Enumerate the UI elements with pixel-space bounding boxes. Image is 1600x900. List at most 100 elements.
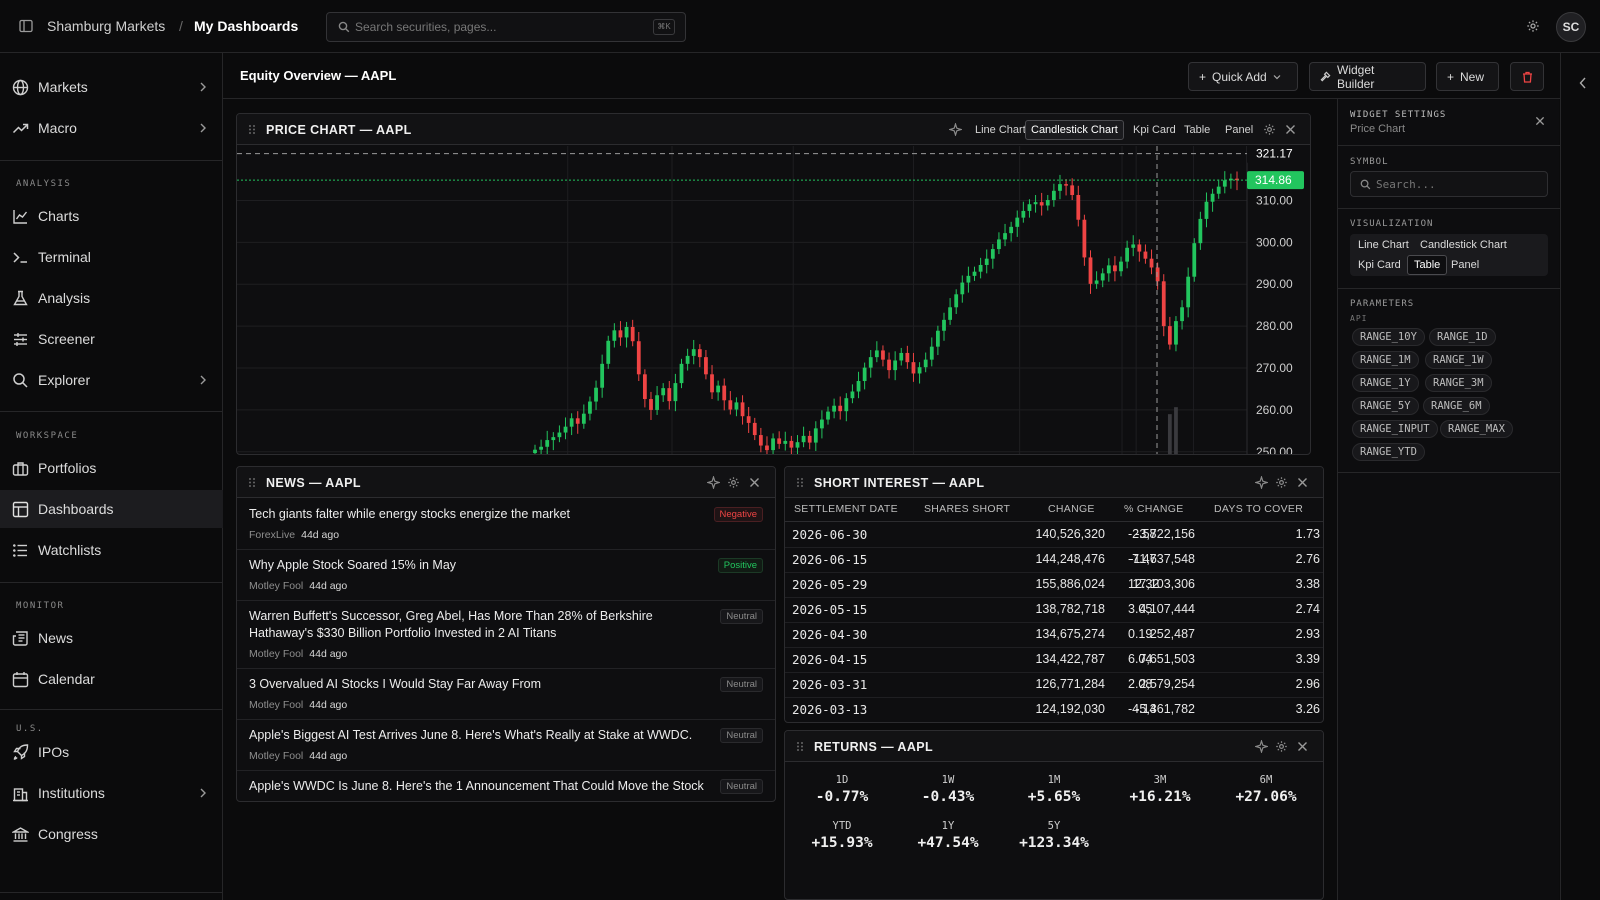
param-chip[interactable]: RANGE_MAX [1440,420,1513,438]
viz-option-kpi-card[interactable]: Kpi Card [1358,259,1401,271]
widget-builder-button[interactable]: Widget Builder [1309,62,1426,91]
tab-table[interactable]: Table [1184,124,1211,136]
column-header-change[interactable]: CHANGE [1048,503,1095,515]
news-age: 44d ago [309,750,348,762]
news-title[interactable]: Apple's Biggest AI Test Arrives June 8. … [249,728,693,742]
drag-handle-icon[interactable] [796,741,804,752]
sidebar-item-portfolios[interactable]: Portfolios [0,449,223,487]
global-search[interactable]: ⌘K [326,12,686,42]
table-row[interactable]: 2026-06-30 140,526,320 -3,722,156 -2.58 1.73 [785,523,1323,548]
viz-option-table[interactable]: Table [1407,255,1448,275]
sidebar-item-news[interactable]: News [0,619,223,657]
sparkle-icon[interactable] [949,123,962,136]
candle-body [954,294,959,308]
news-title[interactable]: Tech giants falter while energy stocks e… [249,507,570,521]
sidebar-toggle-icon[interactable] [18,18,34,34]
gear-icon[interactable] [1263,123,1276,136]
avatar[interactable]: SC [1556,12,1586,42]
drag-handle-icon[interactable] [796,477,804,488]
column-header-days-to-cover[interactable]: DAYS TO COVER [1214,503,1304,515]
quick-add-button[interactable]: + Quick Add [1188,62,1298,91]
sidebar-item-congress[interactable]: Congress [0,815,223,853]
close-icon[interactable] [1297,477,1308,488]
sidebar-item-ipos[interactable]: IPOs [0,733,223,771]
sparkle-icon[interactable] [1255,740,1268,753]
news-title[interactable]: Why Apple Stock Soared 15% in May [249,558,457,572]
news-title[interactable]: Apple's WWDC Is June 8. Here's the 1 Ann… [249,779,704,793]
sidebar-item-terminal[interactable]: Terminal [0,238,223,276]
param-chip[interactable]: RANGE_YTD [1352,443,1425,461]
gear-icon[interactable] [727,476,740,489]
sidebar-item-institutions[interactable]: Institutions [0,774,223,812]
sidebar-item-watchlists[interactable]: Watchlists [0,531,223,569]
param-chip[interactable]: RANGE_1Y [1352,374,1419,392]
close-icon[interactable] [749,477,760,488]
param-chip[interactable]: RANGE_10Y [1352,328,1425,346]
news-title[interactable]: 3 Overvalued AI Stocks I Would Stay Far … [249,677,542,691]
sparkle-icon[interactable] [1255,476,1268,489]
candle [1082,214,1087,266]
close-icon[interactable] [1535,116,1545,126]
column-header-pct-change[interactable]: % CHANGE [1124,503,1184,515]
news-item[interactable]: 3 Overvalued AI Stocks I Would Stay Far … [237,669,775,720]
viz-option-panel[interactable]: Panel [1451,259,1480,271]
table-row[interactable]: 2026-05-29 155,886,024 17,103,306 12.32 3.38 [785,573,1323,598]
table-cell: 3.05 [1128,602,1153,616]
settings-gear-icon[interactable] [1526,19,1540,36]
sidebar-item-dashboards[interactable]: Dashboards [0,490,223,528]
table-row[interactable]: 2026-03-13 124,192,030 -5,361,782 -4.14 3.26 [785,698,1323,722]
search-input[interactable] [355,18,645,36]
close-icon[interactable] [1285,124,1296,135]
sidebar-item-macro[interactable]: Macro [0,109,223,147]
briefcase-icon [12,462,29,476]
gear-icon[interactable] [1275,476,1288,489]
sparkle-icon[interactable] [707,476,720,489]
symbol-search-box[interactable] [1350,171,1548,197]
tab-panel[interactable]: Panel [1225,124,1254,136]
tab-candlestick-chart[interactable]: Candlestick Chart [1025,120,1124,140]
gear-icon[interactable] [1275,740,1288,753]
tab-line-chart[interactable]: Line Chart [975,124,1026,136]
column-header-shares-short[interactable]: SHARES SHORT [924,503,1011,515]
drag-handle-icon[interactable] [248,124,256,135]
candle [1192,238,1197,282]
news-item[interactable]: Why Apple Stock Soared 15% in May Motley… [237,550,775,601]
chevron-left-icon[interactable] [1579,77,1587,89]
price-tick-label: 260.00 [1256,403,1293,417]
news-title[interactable]: Warren Buffett's Successor, Greg Abel, H… [249,609,653,640]
breadcrumb-org[interactable]: Shamburg Markets [47,18,166,34]
symbol-search-input[interactable] [1376,176,1536,192]
new-button[interactable]: + New [1436,62,1499,91]
table-row[interactable]: 2026-03-31 126,771,284 2,579,254 2.08 2.96 [785,673,1323,698]
viz-option-line-chart[interactable]: Line Chart [1358,239,1409,251]
table-row[interactable]: 2026-06-15 144,248,476 -11,637,548 -7.47 2.7… [785,548,1323,573]
param-chip[interactable]: RANGE_3M [1425,374,1492,392]
news-item[interactable]: Apple's Biggest AI Test Arrives June 8. … [237,720,775,771]
candlestick-chart[interactable]: 310.00 300.00 290.00 280.00 270.00 260.00 250.… [237,146,1311,455]
param-chip[interactable]: RANGE_1W [1425,351,1492,369]
table-row[interactable]: 2026-05-15 138,782,718 4,107,444 3.05 2.74 [785,598,1323,623]
close-icon[interactable] [1297,741,1308,752]
viz-option-candlestick-chart[interactable]: Candlestick Chart [1420,239,1507,251]
drag-handle-icon[interactable] [248,477,256,488]
param-chip[interactable]: RANGE_INPUT [1352,420,1438,438]
delete-dashboard-button[interactable] [1510,62,1544,91]
column-header-date[interactable]: SETTLEMENT DATE [794,503,898,515]
table-row[interactable]: 2026-04-15 134,422,787 7,651,503 6.04 3.39 [785,648,1323,673]
candle [1210,188,1215,212]
table-row[interactable]: 2026-04-30 134,675,274 252,487 0.19 2.93 [785,623,1323,648]
sidebar-item-analysis[interactable]: Analysis [0,279,223,317]
param-chip[interactable]: RANGE_1M [1352,351,1419,369]
sidebar-item-explorer[interactable]: Explorer [0,361,223,399]
param-chip[interactable]: RANGE_6M [1423,397,1490,415]
param-chip[interactable]: RANGE_1D [1429,328,1496,346]
news-item[interactable]: Tech giants falter while energy stocks e… [237,499,775,550]
tab-kpi-card[interactable]: Kpi Card [1133,124,1176,136]
sidebar-item-markets[interactable]: Markets [0,68,223,106]
news-item[interactable]: Apple's WWDC Is June 8. Here's the 1 Ann… [237,771,775,801]
sidebar-item-calendar[interactable]: Calendar [0,660,223,698]
news-item[interactable]: Warren Buffett's Successor, Greg Abel, H… [237,601,775,669]
sidebar-item-charts[interactable]: Charts [0,197,223,235]
sidebar-item-screener[interactable]: Screener [0,320,223,358]
param-chip[interactable]: RANGE_5Y [1352,397,1419,415]
